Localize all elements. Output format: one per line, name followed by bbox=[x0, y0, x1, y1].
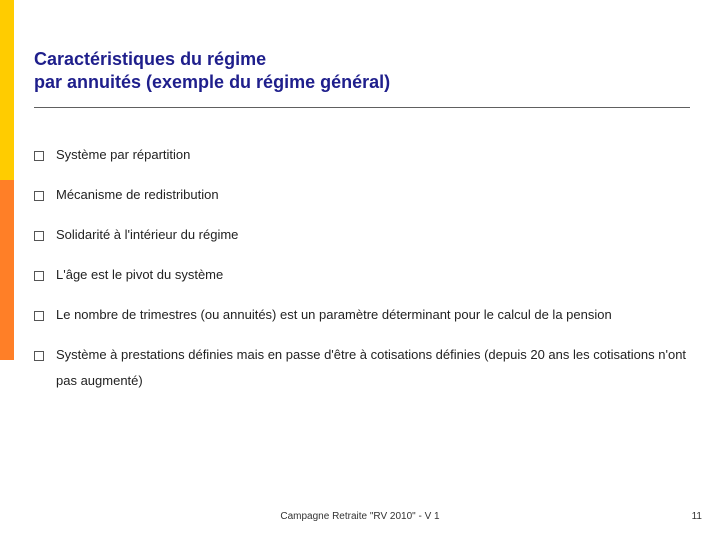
list-item: L'âge est le pivot du système bbox=[34, 262, 690, 288]
bullet-text: Système à prestations définies mais en p… bbox=[56, 347, 686, 388]
title-line1: Caractéristiques du régime bbox=[34, 49, 266, 69]
bullet-text: L'âge est le pivot du système bbox=[56, 267, 223, 282]
footer-text: Campagne Retraite "RV 2010" - V 1 bbox=[0, 511, 720, 522]
slide-content: Caractéristiques du régime par annuités … bbox=[34, 48, 690, 408]
list-item: Système par répartition bbox=[34, 142, 690, 168]
bullet-text: Mécanisme de redistribution bbox=[56, 187, 219, 202]
bullet-text: Système par répartition bbox=[56, 147, 190, 162]
page-number: 11 bbox=[692, 511, 702, 522]
bullet-list: Système par répartition Mécanisme de red… bbox=[34, 142, 690, 394]
slide-title: Caractéristiques du régime par annuités … bbox=[34, 48, 690, 108]
sidebar-seg-1 bbox=[0, 180, 14, 360]
list-item: Solidarité à l'intérieur du régime bbox=[34, 222, 690, 248]
bullet-text: Le nombre de trimestres (ou annuités) es… bbox=[56, 307, 612, 322]
sidebar-seg-0 bbox=[0, 0, 14, 180]
list-item: Mécanisme de redistribution bbox=[34, 182, 690, 208]
sidebar-accent bbox=[0, 0, 14, 540]
title-line2: par annuités (exemple du régime général) bbox=[34, 72, 390, 92]
bullet-text: Solidarité à l'intérieur du régime bbox=[56, 227, 238, 242]
list-item: Système à prestations définies mais en p… bbox=[34, 342, 690, 394]
list-item: Le nombre de trimestres (ou annuités) es… bbox=[34, 302, 690, 328]
